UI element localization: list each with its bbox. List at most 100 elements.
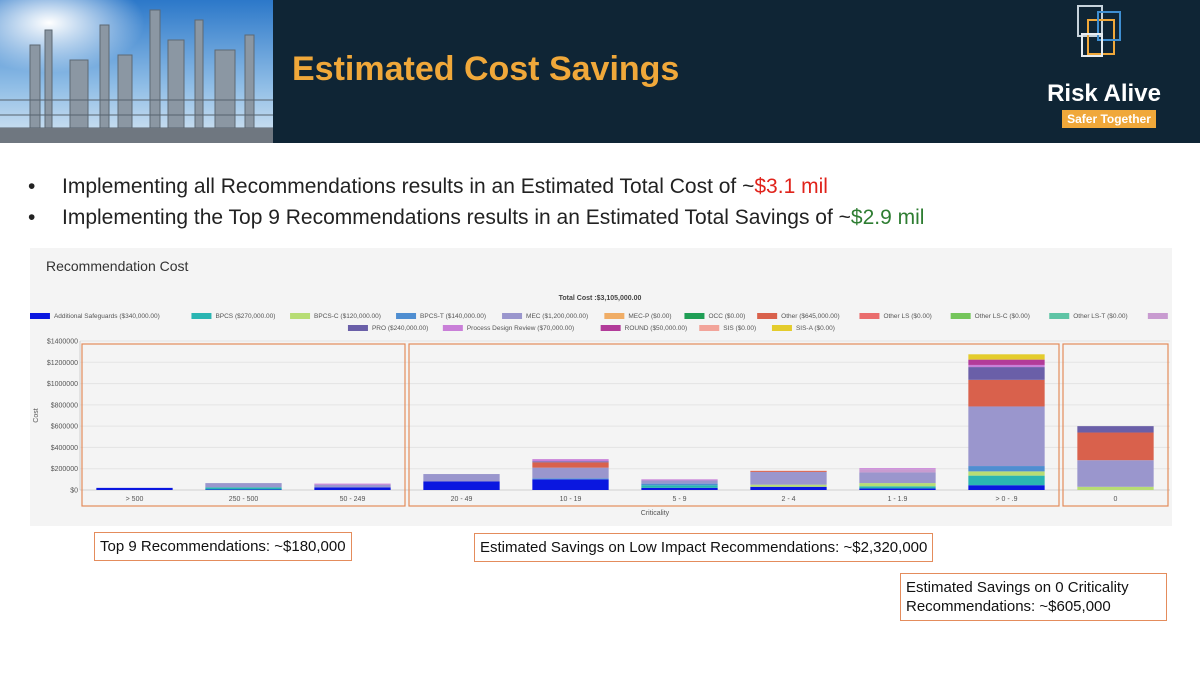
y-tick-label: $0 xyxy=(70,488,78,495)
summary-bullets: • Implementing all Recommendations result… xyxy=(28,172,924,234)
bar-segment xyxy=(532,467,609,479)
x-tick-label: 5 - 9 xyxy=(672,496,686,503)
bar-segment xyxy=(314,484,391,488)
legend-swatch xyxy=(600,325,621,331)
bar-segment xyxy=(750,486,827,490)
annotation-zero-line1: Estimated Savings on 0 Criticality xyxy=(906,579,1129,596)
chart-total-title: Total Cost :$3,105,000.00 xyxy=(559,295,642,302)
bar-segment xyxy=(532,462,609,468)
bullet-dot-icon: • xyxy=(28,175,36,198)
bar-segment xyxy=(968,367,1045,380)
legend-swatch xyxy=(950,313,971,319)
bullet-dot-icon: • xyxy=(28,206,36,229)
bar-segment xyxy=(968,485,1045,490)
group-box-top9 xyxy=(81,343,406,507)
bar-segment xyxy=(314,483,391,485)
x-tick-label: 2 - 4 xyxy=(781,496,795,503)
total-savings-value: $2.9 mil xyxy=(850,206,925,229)
bar-segment xyxy=(532,461,609,463)
bar-segment xyxy=(1077,432,1154,461)
legend-swatch xyxy=(442,325,463,331)
legend-swatch xyxy=(1049,313,1070,319)
bar-segment xyxy=(968,471,1045,476)
y-tick-label: $600000 xyxy=(51,424,78,431)
legend-entry: SIS ($0.00) xyxy=(723,325,756,332)
bar-segment xyxy=(641,485,718,488)
bar-segment xyxy=(641,479,718,481)
y-tick-label: $400000 xyxy=(51,445,78,452)
bar-segment xyxy=(968,379,1045,407)
bar-segment xyxy=(968,475,1045,486)
legend-entry: SIS-A ($0.00) xyxy=(796,325,835,332)
bar-segment xyxy=(314,487,391,490)
group-box-zero xyxy=(1062,343,1169,507)
legend-entry: Other LS-C ($0.00) xyxy=(975,313,1030,320)
bar-segment xyxy=(1077,460,1154,487)
annotation-zero-criticality: Estimated Savings on 0 Criticality Recom… xyxy=(900,573,1167,621)
bar-segment xyxy=(423,481,500,490)
bar-segment xyxy=(205,487,282,490)
bar-segment xyxy=(750,470,827,472)
x-tick-label: 20 - 49 xyxy=(451,496,473,503)
bar-segment xyxy=(968,466,1045,472)
annotation-zero-line2: Recommendations: ~$605,000 xyxy=(906,598,1111,615)
recommendation-cost-chart: Total Cost :$3,105,000.00- ($0.00)Additi… xyxy=(30,295,1172,517)
legend-swatch xyxy=(684,313,705,319)
legend-swatch xyxy=(502,313,523,319)
bar-segment xyxy=(750,484,827,487)
legend-entry: ROUND ($50,000.00) xyxy=(625,325,688,332)
bar-segment xyxy=(1077,486,1154,490)
legend-entry: PRO ($240,000.00) xyxy=(372,325,428,332)
legend-swatch xyxy=(191,313,212,319)
legend-entry: MEC ($1,200,000.00) xyxy=(526,313,588,320)
refinery-photo xyxy=(0,0,273,143)
bar-segment xyxy=(641,480,718,484)
x-tick-label: 1 - 1.9 xyxy=(888,496,908,503)
x-tick-label: > 0 - .9 xyxy=(996,496,1018,503)
legend-entry: BPCS ($270,000.00) xyxy=(215,313,275,320)
logo-mark-icon xyxy=(1077,5,1121,57)
y-tick-label: $200000 xyxy=(51,466,78,473)
x-tick-label: 0 xyxy=(1114,496,1118,503)
legend-entry: MEC-P ($0.00) xyxy=(628,313,671,320)
legend-swatch xyxy=(699,325,720,331)
x-tick-label: 250 - 500 xyxy=(229,496,259,503)
x-tick-label: > 500 xyxy=(126,496,144,503)
legend-entry: OCC ($0.00) xyxy=(708,313,745,320)
bar-segment xyxy=(532,479,609,490)
bar-segment xyxy=(859,483,936,487)
legend-entry: BPCS-C ($120,000.00) xyxy=(314,313,381,320)
bar-segment xyxy=(423,474,500,482)
bar-segment xyxy=(532,459,609,462)
x-tick-label: 50 - 249 xyxy=(340,496,366,503)
y-tick-label: $1000000 xyxy=(47,381,78,388)
y-axis-label: Cost xyxy=(33,408,40,422)
legend-entry: Other LS-T ($0.00) xyxy=(1073,313,1127,320)
bar-segment xyxy=(205,483,282,488)
bar-segment xyxy=(968,364,1045,368)
legend-swatch xyxy=(347,325,368,331)
bar-segment xyxy=(859,486,936,489)
legend-swatch xyxy=(1147,313,1168,319)
bar-segment xyxy=(859,488,936,490)
bar-segment xyxy=(641,483,718,486)
bar-segment xyxy=(859,472,936,484)
bar-segment xyxy=(750,471,827,485)
bullet-total-savings: • Implementing the Top 9 Recommendations … xyxy=(28,203,924,234)
legend-swatch xyxy=(757,313,778,319)
legend-swatch xyxy=(30,313,50,319)
bar-segment xyxy=(968,354,1045,360)
bar-segment xyxy=(641,487,718,490)
legend-swatch xyxy=(771,325,792,331)
logo-tagline: Safer Together xyxy=(1062,110,1156,128)
annotation-low-impact: Estimated Savings on Low Impact Recommen… xyxy=(474,533,934,562)
total-cost-value: $3.1 mil xyxy=(754,175,828,198)
bar-segment xyxy=(1077,426,1154,433)
y-tick-label: $1400000 xyxy=(47,339,78,346)
bar-segment xyxy=(96,487,173,490)
legend-swatch xyxy=(604,313,625,319)
chart-panel-title: Recommendation Cost xyxy=(46,258,189,274)
bar-segment xyxy=(968,406,1045,467)
legend-entry: Other LS ($0.00) xyxy=(883,313,931,320)
page-title: Estimated Cost Savings xyxy=(292,50,680,88)
